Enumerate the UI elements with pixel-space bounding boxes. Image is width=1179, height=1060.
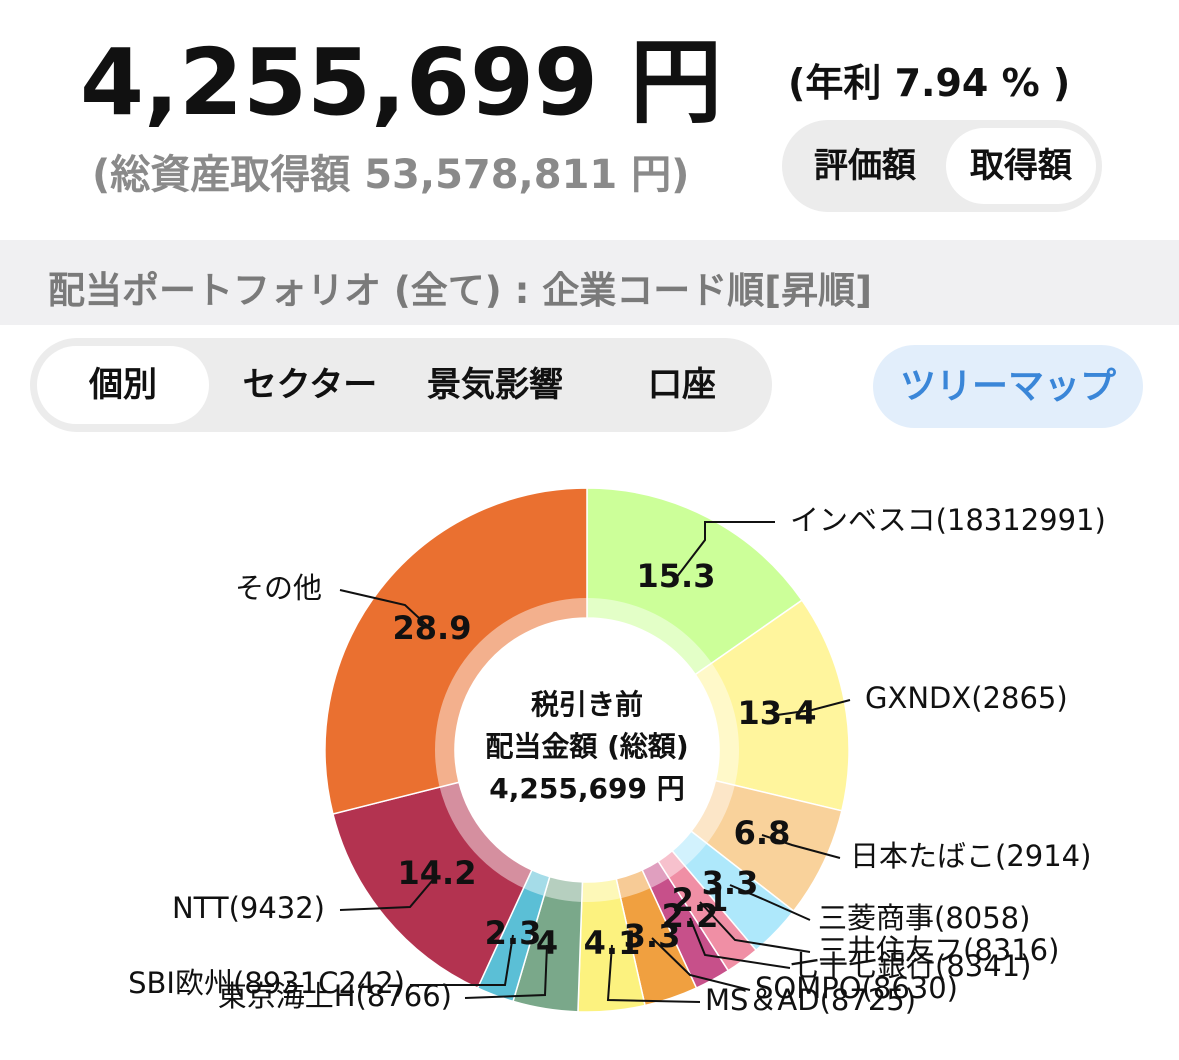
- data-label: 4.1: [584, 924, 641, 962]
- leader-line: [689, 917, 791, 969]
- center-text: 税引き前: [531, 688, 643, 721]
- legend-label: NTT(9432): [172, 891, 325, 925]
- legend-label: 七十七銀行(8341): [790, 949, 1031, 983]
- legend-label: インベスコ(18312991): [790, 503, 1106, 537]
- data-label: 6.8: [734, 814, 791, 852]
- legend-label: 三井住友フ(8316): [818, 933, 1059, 967]
- data-label: 28.9: [393, 609, 472, 647]
- leader-line: [761, 834, 841, 859]
- data-label: 2.1: [672, 881, 729, 919]
- leader-line: [606, 944, 701, 1003]
- leader-line: [699, 901, 811, 953]
- tab[interactable]: 景気影響: [427, 365, 563, 405]
- tab-bar: 個別 セクター 景気影響 口座: [30, 338, 772, 432]
- data-label: 3.3: [624, 917, 681, 955]
- data-label: 2.2: [662, 897, 719, 935]
- section-title: 配当ポートフォリオ (全て) : 企業コード順[昇順]: [48, 269, 873, 312]
- slice: [586, 487, 804, 676]
- legend-label: その他: [235, 571, 322, 605]
- tab-selected[interactable]: 個別: [37, 346, 209, 424]
- legend-label: 三菱商事(8058): [818, 901, 1030, 935]
- leader-line: [651, 937, 751, 991]
- legend-label: 日本たばこ(2914): [850, 839, 1091, 873]
- leader-line: [729, 884, 811, 921]
- cost-basis: (総資産取得額 53,578,811 円): [92, 152, 690, 198]
- legend-label: GXNDX(2865): [865, 681, 1068, 715]
- donut-chart: 15.3 インベスコ(18312991) 13.4 GXNDX(2865) 6.8 日本た…: [128, 487, 1106, 1017]
- leader-line: [339, 589, 433, 631]
- toggle-option-selected[interactable]: 取得額: [946, 128, 1096, 204]
- data-label: 4: [536, 924, 558, 962]
- legend-label: MS＆AD(8725): [705, 983, 916, 1017]
- tab[interactable]: 口座: [648, 365, 716, 405]
- tab[interactable]: セクター: [242, 365, 378, 405]
- leader-line: [410, 934, 514, 986]
- data-label: 15.3: [637, 557, 716, 595]
- legend-label: SBI欧州(8931C242): [128, 966, 405, 1000]
- slice: [324, 487, 588, 815]
- center-text: 4,255,699 円: [489, 772, 684, 805]
- data-label: 14.2: [398, 854, 477, 892]
- total-value: 4,255,699 円: [80, 29, 723, 136]
- annual-rate: (年利 7.94 % ): [788, 61, 1071, 105]
- center-text: 配当金額 (総額): [485, 730, 688, 763]
- legend-label: SOMPO(8630): [755, 971, 958, 1005]
- leader-line: [776, 699, 851, 716]
- toggle-option[interactable]: 評価額: [814, 146, 916, 186]
- leader-line: [464, 944, 548, 999]
- data-label: 3.3: [702, 864, 759, 902]
- data-label: 13.4: [738, 694, 817, 732]
- slice: [694, 599, 850, 812]
- treemap-button[interactable]: ツリーマップ: [873, 345, 1143, 428]
- inner-ring: [435, 598, 739, 902]
- leader-line: [675, 521, 775, 579]
- slice: [332, 781, 533, 990]
- leader-line: [339, 874, 438, 911]
- data-label: 2.3: [485, 914, 542, 952]
- section-band: 配当ポートフォリオ (全て) : 企業コード順[昇順]: [0, 240, 1179, 325]
- value-toggle: 評価額 取得額: [782, 120, 1102, 212]
